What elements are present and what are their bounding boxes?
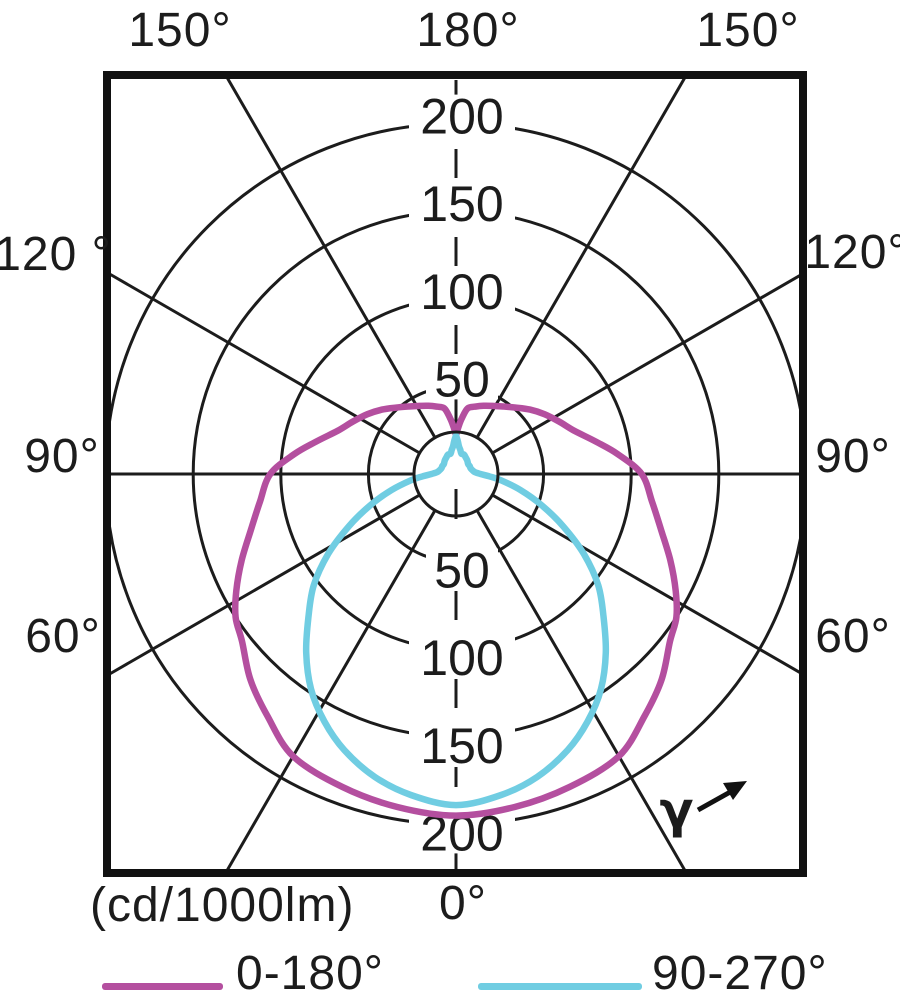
radial-tick-label-100: 100 [409, 630, 515, 686]
svg-text:50: 50 [434, 351, 490, 407]
angle-label-top-180: 180° [416, 4, 520, 57]
radial-line-left-60 [111, 493, 421, 675]
hub-circle [412, 430, 500, 518]
gamma-arrow [696, 781, 747, 813]
angle-label-right-60: 60° [815, 610, 891, 663]
svg-text:200: 200 [420, 89, 503, 145]
angle-label-bottom-0: 0° [439, 877, 487, 930]
svg-text:50: 50 [434, 543, 490, 599]
svg-text:150: 150 [420, 718, 503, 774]
radial-line-right-60 [491, 493, 799, 674]
angle-label-top-right-150: 150° [696, 4, 800, 57]
angle-label-right-90: 90° [815, 430, 891, 483]
legend-swatch-90-270 [478, 983, 642, 990]
angle-label-left-60: 60° [25, 610, 101, 663]
angle-label-left-120: 120 ° [0, 228, 112, 281]
radial-tick-label-150: 150 [409, 176, 515, 232]
radial-line-left-150 [226, 79, 437, 439]
radial-tick-label-200: 200 [409, 89, 515, 145]
legend-swatch-0-180 [102, 983, 223, 990]
angle-label-left-90: 90° [24, 430, 100, 483]
angle-label-right-120: 120° [804, 226, 900, 279]
svg-text:100: 100 [420, 264, 503, 320]
radial-tick-label-50: 50 [426, 543, 498, 599]
gamma-arrow-head [723, 781, 747, 800]
gamma-symbol-label: γ [659, 781, 695, 839]
gamma-arrow-shaft [696, 788, 734, 813]
radial-line-left-30 [226, 509, 437, 869]
radial-tick-label-150: 150 [409, 718, 515, 774]
angle-label-top-left-150: 150° [128, 4, 232, 57]
plot-frame [103, 71, 807, 877]
radial-line-right-30 [475, 509, 686, 869]
radial-line-right-150 [475, 79, 686, 439]
curve-90-270- [302, 432, 610, 809]
legend-label-90-270: 90-270° [652, 947, 828, 1000]
radial-tick-label-50: 50 [426, 351, 498, 407]
radial-line-left-120 [111, 273, 421, 455]
curve-0-180- [231, 402, 681, 819]
units-label: (cd/1000lm) [90, 879, 355, 932]
radial-tick-label-100: 100 [409, 264, 515, 320]
radial-line-right-120 [491, 274, 799, 455]
svg-text:100: 100 [420, 630, 503, 686]
legend-label-0-180: 0-180° [236, 947, 384, 1000]
svg-text:150: 150 [420, 176, 503, 232]
